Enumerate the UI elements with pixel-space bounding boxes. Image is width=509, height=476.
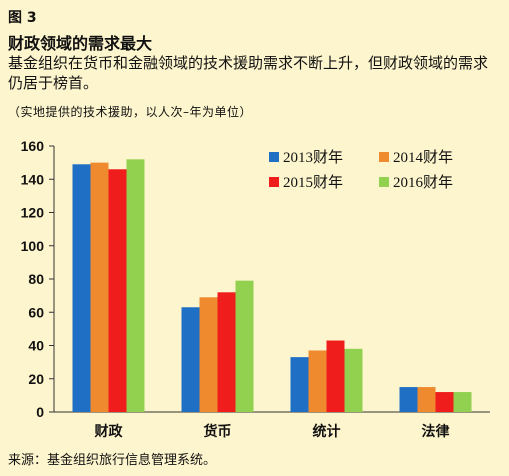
source-note: 来源：基金组织旅行信息管理系统。 bbox=[8, 453, 217, 468]
y-tick-label: 160 bbox=[21, 138, 45, 154]
bar bbox=[108, 169, 127, 412]
legend-swatch bbox=[379, 152, 389, 162]
x-category-label: 财政 bbox=[94, 423, 124, 440]
bar bbox=[217, 292, 236, 412]
bar bbox=[344, 348, 363, 412]
bar bbox=[72, 164, 91, 412]
y-tick-label: 20 bbox=[28, 371, 44, 387]
legend-swatch bbox=[269, 152, 279, 162]
bar bbox=[90, 162, 109, 412]
legend-swatch bbox=[269, 177, 279, 187]
figure-title: 财政领域的需求最大 bbox=[8, 34, 153, 53]
bar bbox=[326, 340, 345, 412]
bar bbox=[199, 297, 218, 412]
units-note: （实地提供的技术援助，以人次–年为单位） bbox=[8, 105, 253, 119]
y-tick-label: 120 bbox=[21, 205, 45, 221]
x-category-label: 法律 bbox=[422, 423, 450, 440]
bar bbox=[453, 392, 472, 412]
bar bbox=[308, 350, 327, 412]
legend-label: 2014财年 bbox=[393, 149, 453, 166]
y-tick-label: 80 bbox=[28, 271, 44, 287]
bar bbox=[235, 280, 254, 412]
figure-subtitle: 基金组织在货币和金融领域的技术援助需求不断上升，但财政领域的需求仍居于榜首。 bbox=[8, 54, 489, 92]
y-tick-label: 140 bbox=[21, 171, 45, 187]
bar bbox=[290, 357, 309, 412]
y-tick-label: 40 bbox=[28, 338, 44, 354]
legend-label: 2013财年 bbox=[283, 149, 343, 166]
bar bbox=[435, 392, 454, 412]
bar bbox=[126, 159, 145, 412]
x-category-label: 货币 bbox=[203, 423, 232, 440]
y-tick-label: 60 bbox=[28, 304, 44, 320]
legend-label: 2016财年 bbox=[393, 174, 453, 191]
figure-label: 图 3 bbox=[8, 10, 37, 26]
bar bbox=[181, 307, 200, 412]
bar bbox=[417, 387, 436, 412]
legend-swatch bbox=[379, 177, 389, 187]
legend-label: 2015财年 bbox=[283, 174, 343, 191]
x-category-label: 统计 bbox=[313, 423, 341, 440]
y-tick-label: 0 bbox=[36, 404, 44, 420]
y-tick-label: 100 bbox=[21, 238, 45, 254]
bar bbox=[399, 387, 418, 412]
